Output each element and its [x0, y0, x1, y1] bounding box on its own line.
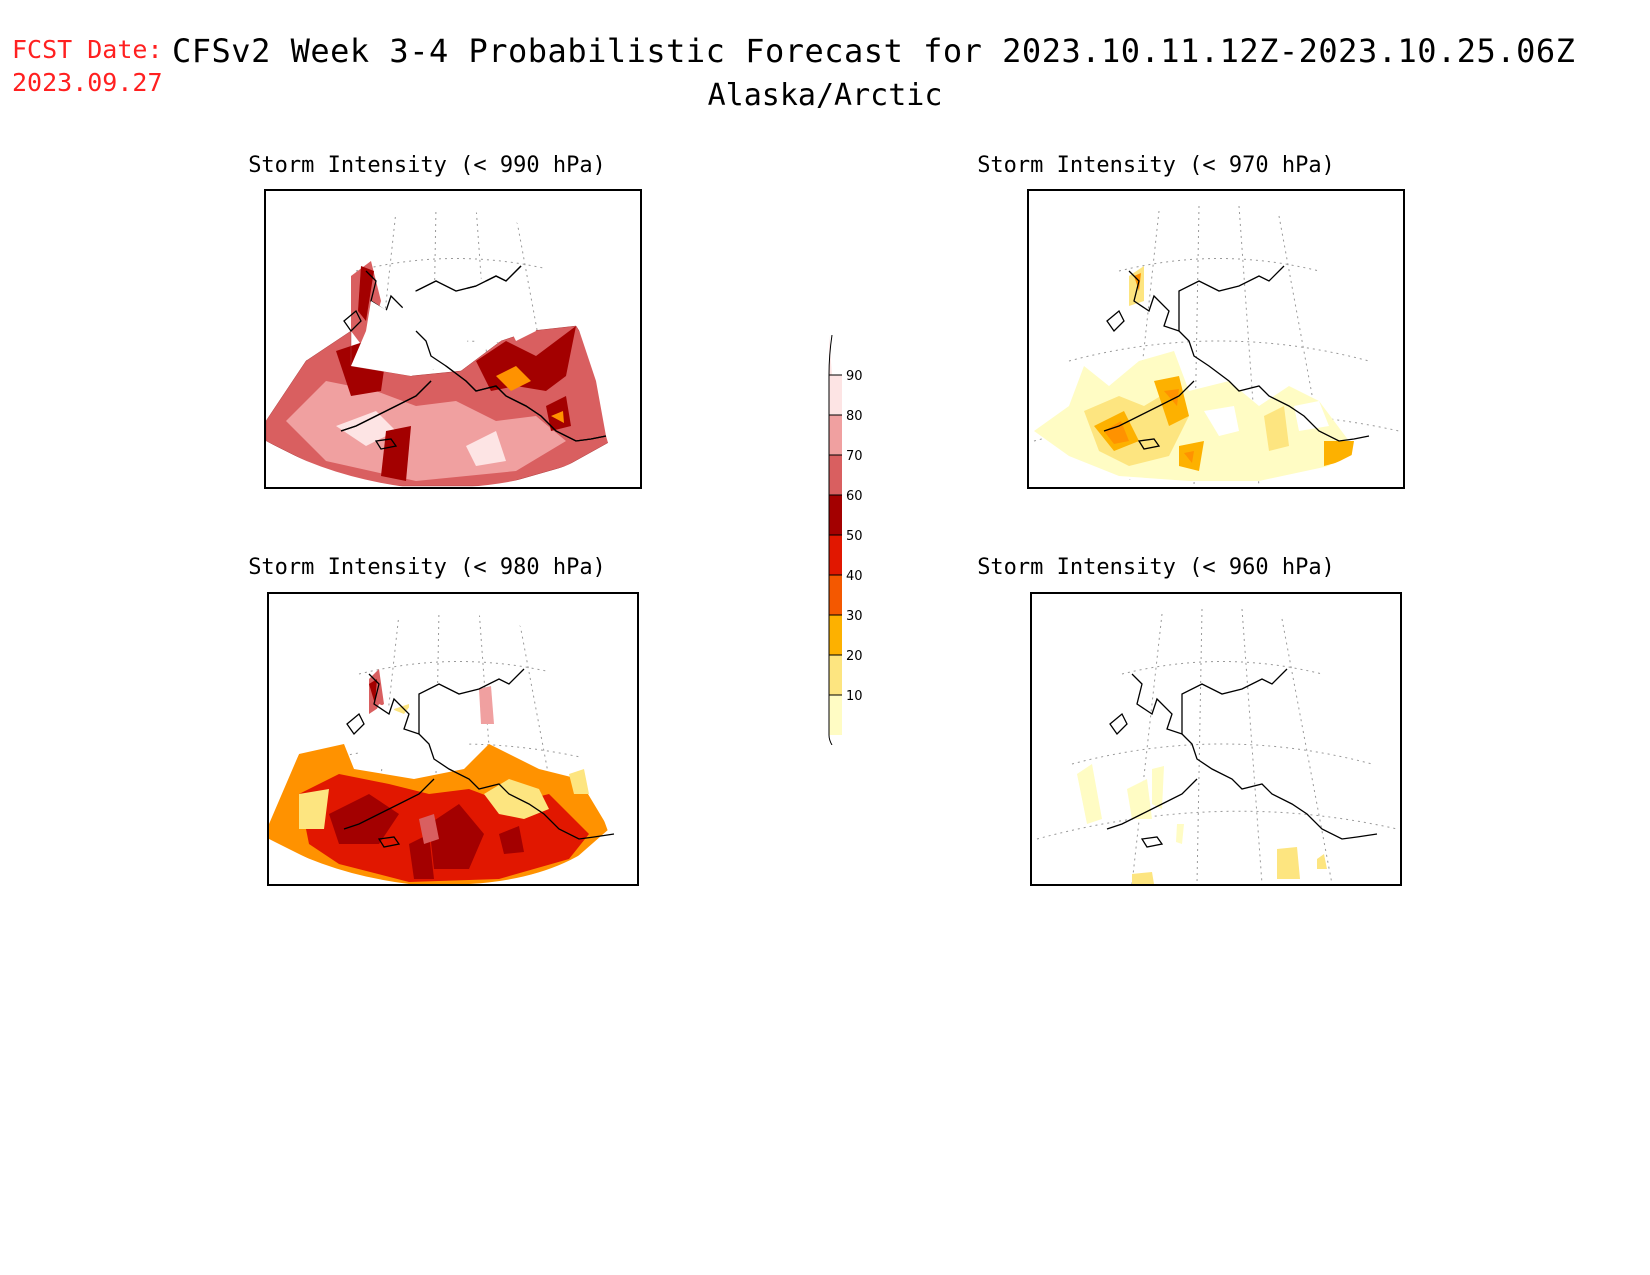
map-960	[1036, 608, 1398, 884]
colorbar-tick-label: 90	[846, 369, 863, 384]
region-title: Alaska/Arctic	[707, 78, 943, 113]
colorbar-tick-label: 40	[846, 569, 863, 584]
panel-title-960: Storm Intensity (< 960 hPa)	[977, 555, 1335, 580]
coastline	[343, 668, 615, 848]
forecast-date-value: 2023.09.27	[12, 68, 163, 97]
unshaded-regions	[354, 684, 479, 774]
colorbar-tick-label: 50	[846, 529, 863, 544]
forecast-date-label: FCST Date:	[12, 35, 163, 64]
map-980	[269, 594, 637, 884]
map-990	[266, 191, 640, 487]
probability-fill	[269, 669, 609, 884]
coastline	[1103, 265, 1370, 450]
graticule	[1036, 608, 1398, 884]
probability-fill	[1077, 764, 1327, 884]
coastline	[1106, 668, 1378, 848]
colorbar: 10 20 30 40 50 60 70 80 90	[828, 335, 863, 745]
map-panel-970	[1027, 189, 1405, 489]
panel-title-970: Storm Intensity (< 970 hPa)	[977, 153, 1335, 178]
colorbar-tick-label: 10	[846, 689, 863, 704]
map-panel-990	[264, 189, 642, 489]
colorbar-tick-label: 60	[846, 489, 863, 504]
panel-title-980: Storm Intensity (< 980 hPa)	[248, 555, 606, 580]
colorbar-top-cap	[829, 335, 832, 375]
unshaded-regions	[1204, 401, 1329, 436]
main-title: CFSv2 Week 3-4 Probabilistic Forecast fo…	[172, 32, 1576, 70]
map-bounds-mask	[1029, 441, 1403, 487]
map-bounds-mask	[269, 594, 637, 884]
map-panel-960	[1030, 592, 1402, 886]
map-panel-980	[267, 592, 639, 886]
colorbar-tick-label: 70	[846, 449, 863, 464]
colorbar-tick-label: 20	[846, 649, 863, 664]
colorbar-swatches	[829, 335, 842, 735]
colorbar-outline	[828, 335, 833, 745]
colorbar-tick-marks	[829, 374, 842, 696]
unshaded-regions	[351, 276, 536, 376]
map-970	[1029, 205, 1403, 487]
colorbar-tick-label: 80	[846, 409, 863, 424]
panel-title-990: Storm Intensity (< 990 hPa)	[248, 153, 606, 178]
colorbar-tick-label: 30	[846, 609, 863, 624]
probability-fill	[1034, 266, 1354, 481]
map-bounds-mask	[266, 191, 640, 487]
